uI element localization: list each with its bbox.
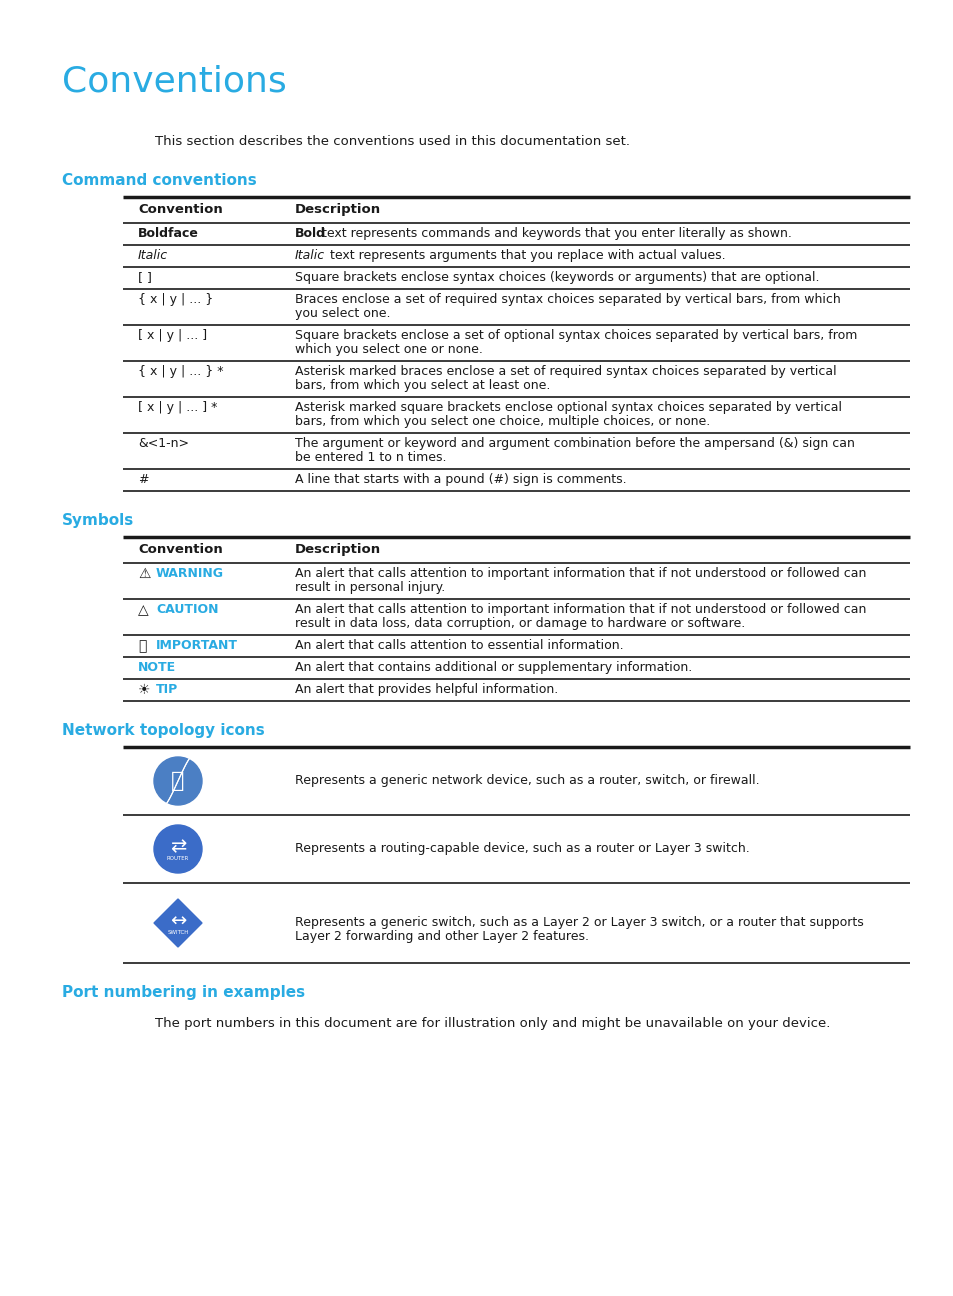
Text: An alert that calls attention to essential information.: An alert that calls attention to essenti… [294, 639, 623, 652]
Text: SWITCH: SWITCH [167, 931, 189, 936]
Text: [ x | y | ... ] *: [ x | y | ... ] * [138, 400, 217, 413]
Text: { x | y | ... }: { x | y | ... } [138, 293, 213, 306]
Text: be entered 1 to n times.: be entered 1 to n times. [294, 451, 446, 464]
Text: Square brackets enclose syntax choices (keywords or arguments) that are optional: Square brackets enclose syntax choices (… [294, 271, 819, 284]
Text: A line that starts with a pound (#) sign is comments.: A line that starts with a pound (#) sign… [294, 473, 626, 486]
Text: Represents a routing-capable device, such as a router or Layer 3 switch.: Represents a routing-capable device, suc… [294, 842, 749, 855]
Text: ⇄: ⇄ [170, 837, 186, 857]
Text: Convention: Convention [138, 543, 222, 556]
Text: NOTE: NOTE [138, 661, 176, 674]
Text: text represents arguments that you replace with actual values.: text represents arguments that you repla… [326, 249, 725, 262]
Text: ⧉: ⧉ [172, 771, 185, 791]
Text: Bold: Bold [294, 227, 326, 240]
Text: Italic: Italic [138, 249, 168, 262]
Text: The argument or keyword and argument combination before the ampersand (&) sign c: The argument or keyword and argument com… [294, 437, 854, 450]
Text: Braces enclose a set of required syntax choices separated by vertical bars, from: Braces enclose a set of required syntax … [294, 293, 840, 306]
Text: Italic: Italic [294, 249, 325, 262]
Text: Description: Description [294, 203, 381, 216]
Text: TIP: TIP [156, 683, 178, 696]
Text: [ x | y | ... ]: [ x | y | ... ] [138, 329, 207, 342]
Text: Description: Description [294, 543, 381, 556]
Text: WARNING: WARNING [156, 568, 224, 581]
Text: ☀: ☀ [138, 683, 151, 697]
Text: Asterisk marked square brackets enclose optional syntax choices separated by ver: Asterisk marked square brackets enclose … [294, 400, 841, 413]
Text: Square brackets enclose a set of optional syntax choices separated by vertical b: Square brackets enclose a set of optiona… [294, 329, 857, 342]
Text: Port numbering in examples: Port numbering in examples [62, 985, 305, 1001]
Polygon shape [153, 899, 202, 947]
Text: Represents a generic switch, such as a Layer 2 or Layer 3 switch, or a router th: Represents a generic switch, such as a L… [294, 916, 862, 929]
Text: bars, from which you select one choice, multiple choices, or none.: bars, from which you select one choice, … [294, 415, 709, 428]
Text: Layer 2 forwarding and other Layer 2 features.: Layer 2 forwarding and other Layer 2 fea… [294, 931, 588, 943]
Text: Network topology icons: Network topology icons [62, 723, 265, 737]
Text: CAUTION: CAUTION [156, 603, 218, 616]
Text: ⓘ: ⓘ [138, 639, 146, 653]
Text: bars, from which you select at least one.: bars, from which you select at least one… [294, 378, 550, 391]
Circle shape [153, 826, 202, 874]
Text: you select one.: you select one. [294, 307, 390, 320]
Text: Represents a generic network device, such as a router, switch, or firewall.: Represents a generic network device, suc… [294, 774, 759, 787]
Text: which you select one or none.: which you select one or none. [294, 343, 482, 356]
Text: An alert that calls attention to important information that if not understood or: An alert that calls attention to importa… [294, 603, 865, 616]
Text: ↔: ↔ [170, 911, 186, 931]
Text: An alert that contains additional or supplementary information.: An alert that contains additional or sup… [294, 661, 692, 674]
Text: Conventions: Conventions [62, 65, 287, 98]
Text: &<1-n>: &<1-n> [138, 437, 189, 450]
Text: ⚠: ⚠ [138, 568, 151, 581]
Text: result in personal injury.: result in personal injury. [294, 581, 445, 594]
Text: #: # [138, 473, 149, 486]
Text: text represents commands and keywords that you enter literally as shown.: text represents commands and keywords th… [318, 227, 791, 240]
Text: An alert that provides helpful information.: An alert that provides helpful informati… [294, 683, 558, 696]
Text: △: △ [138, 603, 149, 617]
Circle shape [153, 757, 202, 805]
Text: [ ]: [ ] [138, 271, 152, 284]
Text: This section describes the conventions used in this documentation set.: This section describes the conventions u… [154, 135, 629, 148]
Text: IMPORTANT: IMPORTANT [156, 639, 237, 652]
Text: Asterisk marked braces enclose a set of required syntax choices separated by ver: Asterisk marked braces enclose a set of … [294, 365, 836, 378]
Text: result in data loss, data corruption, or damage to hardware or software.: result in data loss, data corruption, or… [294, 617, 744, 630]
Text: An alert that calls attention to important information that if not understood or: An alert that calls attention to importa… [294, 568, 865, 581]
Text: Boldface: Boldface [138, 227, 198, 240]
Text: ROUTER: ROUTER [167, 857, 189, 862]
Text: Symbols: Symbols [62, 513, 134, 527]
Text: The port numbers in this document are for illustration only and might be unavail: The port numbers in this document are fo… [154, 1017, 829, 1030]
Text: { x | y | ... } *: { x | y | ... } * [138, 365, 223, 378]
Text: Command conventions: Command conventions [62, 172, 256, 188]
Text: Convention: Convention [138, 203, 222, 216]
